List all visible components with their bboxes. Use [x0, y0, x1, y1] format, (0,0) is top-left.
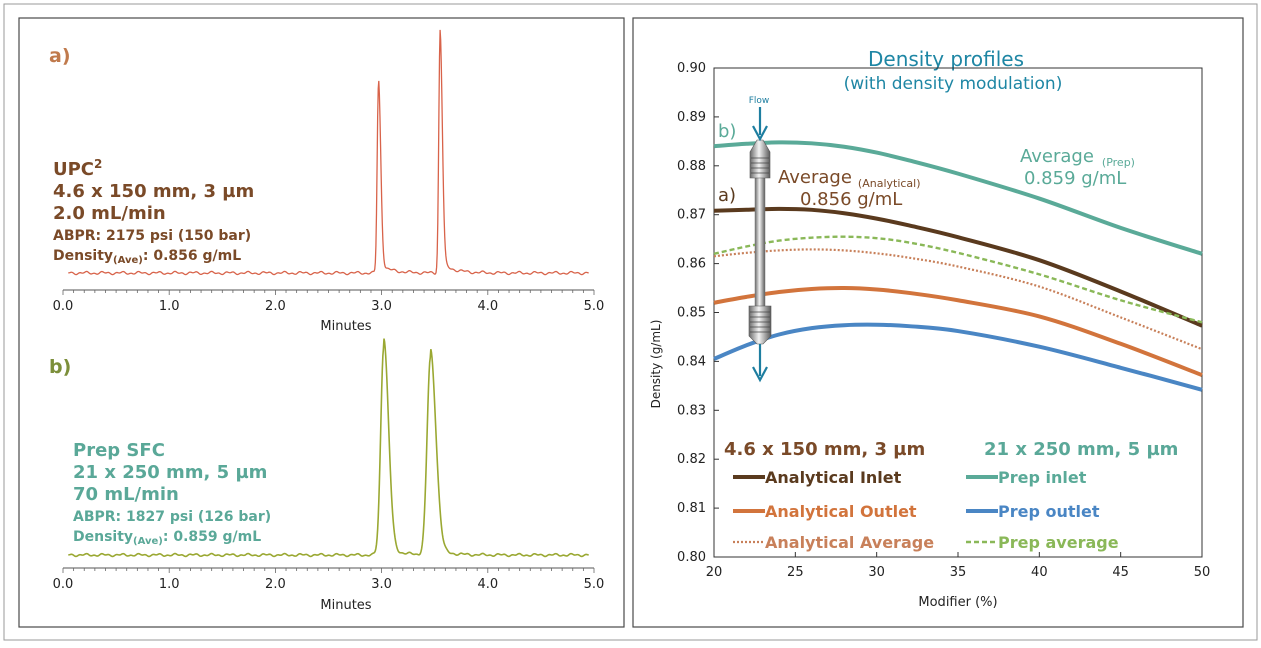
x-axis-label-b: Minutes	[320, 598, 371, 613]
curve-label-b: b)	[718, 121, 736, 142]
legend-column-left-title: 4.6 x 150 mm, 3 µm	[724, 439, 925, 460]
avg-analytical-label: Average (Analytical)	[778, 167, 921, 190]
top-fitting-rings	[751, 157, 769, 174]
y-tick-label: 0.87	[677, 208, 706, 223]
x-tick-label: 2.0	[265, 577, 286, 592]
chart-title: Density profiles	[868, 47, 1024, 71]
y-tick-label: 0.81	[677, 501, 706, 516]
outer-frame	[3, 3, 1258, 641]
density-series	[713, 140, 1203, 392]
trace-a	[68, 29, 589, 276]
x-axis-label: Modifier (%)	[918, 595, 997, 610]
density-chart: Density profiles (with density modulatio…	[649, 47, 1210, 610]
panel-a-info: UPC2 4.6 x 150 mm, 3 µm 2.0 mL/min ABPR:…	[53, 157, 254, 266]
chromatogram-a: a) 0.0 1.0 2.0 3.0 4.0 5.0 Minutes UPC2 4.6 x…	[49, 29, 605, 334]
x-tick-label: 40	[1031, 565, 1048, 580]
panel-b-line2: 70 mL/min	[73, 484, 179, 505]
y-axis-label: Density (g/mL)	[649, 320, 663, 409]
x-tick-label: 4.0	[477, 299, 498, 314]
x-tick-label: 5.0	[584, 577, 605, 592]
panel-a-title: UPC2	[53, 157, 102, 180]
panel-b-line3: ABPR: 1827 psi (126 bar)	[73, 509, 271, 525]
panel-b-letter: b)	[49, 356, 71, 378]
legend-label-prep-outlet: Prep outlet	[998, 502, 1100, 521]
x-tick-label: 50	[1194, 565, 1211, 580]
x-tick-label: 1.0	[159, 299, 180, 314]
chromatogram-b: b) 0.0 1.0 2.0 3.0 4.0 5.0 Minutes Prep SFC 2…	[49, 338, 605, 613]
column-tube	[754, 174, 766, 311]
legend-label-prep-average: Prep average	[998, 533, 1119, 552]
right-panel-frame	[632, 17, 1244, 628]
y-tick-label: 0.89	[677, 110, 706, 125]
flow-arrowhead-bottom	[752, 366, 768, 383]
legend: 4.6 x 150 mm, 3 µm 21 x 250 mm, 5 µm Ana…	[724, 439, 1178, 552]
y-tick-label: 0.88	[677, 159, 706, 174]
x-tick-label: 0.0	[53, 299, 74, 314]
y-tick-label: 0.84	[677, 354, 706, 369]
x-tick-label: 30	[868, 565, 885, 580]
x-axis-label-a: Minutes	[320, 319, 371, 334]
x-tick-label: 45	[1112, 565, 1129, 580]
y-tick-label: 0.86	[677, 257, 706, 272]
series-line-prep-inlet	[713, 140, 1203, 256]
left-panel-frame	[18, 17, 625, 628]
flow-label: Flow	[749, 96, 770, 106]
panel-a-letter: a)	[49, 45, 71, 67]
series-line-analytical-inlet	[713, 206, 1203, 328]
density-axes: 0.80 0.81 0.82 0.83 0.84 0.85 0.86 0.87 0.88 0.89…	[677, 61, 1210, 580]
x-tick-label: 4.0	[477, 577, 498, 592]
avg-prep-value: 0.859 g/mL	[1024, 168, 1126, 189]
legend-column-right-title: 21 x 250 mm, 5 µm	[984, 439, 1178, 460]
x-tick-label: 35	[950, 565, 967, 580]
column-top-fitting	[749, 139, 771, 179]
x-tick-label: 0.0	[53, 577, 74, 592]
bottom-fitting-rings	[750, 311, 770, 333]
series-line-analytical-outlet	[713, 286, 1203, 377]
x-tick-label: 1.0	[159, 577, 180, 592]
legend-label-analytical-inlet: Analytical Inlet	[765, 468, 902, 487]
x-tick-label: 5.0	[584, 299, 605, 314]
x-axis-b: 0.0 1.0 2.0 3.0 4.0 5.0	[53, 567, 605, 592]
panel-b-density: Density(Ave): 0.859 g/mL	[73, 529, 261, 547]
chart-subtitle: (with density modulation)	[844, 74, 1063, 94]
legend-items: Analytical Inlet Prep inlet Analytical Out…	[733, 468, 1119, 552]
y-tick-label: 0.85	[677, 306, 706, 321]
column-bottom-fitting	[748, 305, 772, 345]
x-tick-label: 20	[706, 565, 723, 580]
series-line-prep-outlet	[713, 322, 1203, 392]
x-tick-label: 3.0	[371, 577, 392, 592]
curve-label-a: a)	[718, 185, 736, 206]
flow-arrowhead-top	[752, 125, 768, 142]
y-tick-label: 0.83	[677, 403, 706, 418]
x-tick-label: 2.0	[265, 299, 286, 314]
panel-a-line3: ABPR: 2175 psi (150 bar)	[53, 228, 251, 244]
panel-b-line1: 21 x 250 mm, 5 µm	[73, 462, 267, 483]
x-axis-a: 0.0 1.0 2.0 3.0 4.0 5.0	[53, 289, 605, 314]
avg-analytical-value: 0.856 g/mL	[800, 189, 902, 210]
legend-label-analytical-outlet: Analytical Outlet	[765, 502, 917, 521]
legend-label-analytical-average: Analytical Average	[765, 533, 934, 552]
panel-b-info: Prep SFC 21 x 250 mm, 5 µm 70 mL/min ABP…	[73, 440, 271, 547]
panel-a-line2: 2.0 mL/min	[53, 203, 166, 224]
column-illustration: Flow	[748, 96, 772, 383]
y-tick-label: 0.80	[677, 550, 706, 565]
panel-a-density: Density(Ave): 0.856 g/mL	[53, 248, 241, 266]
x-tick-label: 25	[787, 565, 804, 580]
legend-label-prep-inlet: Prep inlet	[998, 468, 1087, 487]
panel-b-title: Prep SFC	[73, 440, 165, 461]
series-line-prep-average	[713, 235, 1203, 324]
trace-b	[68, 338, 589, 558]
y-tick-label: 0.90	[677, 61, 706, 76]
x-tick-label: 3.0	[371, 299, 392, 314]
y-tick-label: 0.82	[677, 452, 706, 467]
avg-prep-label: Average (Prep)	[1020, 146, 1135, 169]
panel-a-line1: 4.6 x 150 mm, 3 µm	[53, 181, 254, 202]
